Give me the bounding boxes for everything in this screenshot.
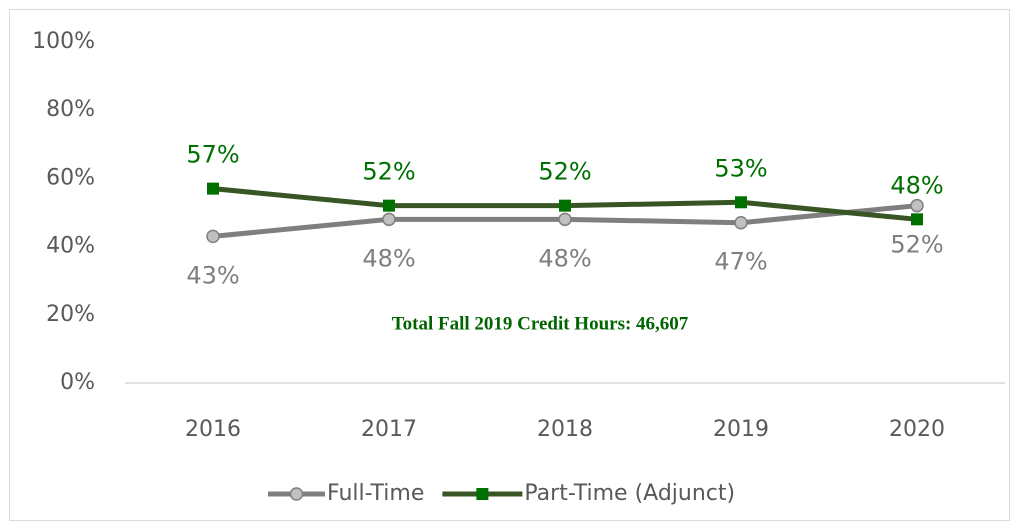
y-tick-label: 100%	[32, 29, 95, 54]
data-label: 52%	[538, 158, 591, 186]
data-label: 52%	[890, 231, 943, 259]
x-tick-label: 2016	[185, 417, 241, 442]
data-label: 48%	[890, 171, 943, 199]
marker	[734, 215, 748, 230]
marker	[558, 212, 572, 227]
marker	[206, 229, 220, 244]
x-tick-label: 2019	[713, 417, 769, 442]
marker	[559, 199, 571, 212]
legend-marker	[289, 487, 304, 501]
data-label: 43%	[186, 261, 239, 289]
legend-label: Full-Time	[327, 481, 424, 506]
data-label: 48%	[538, 244, 591, 272]
x-tick-label: 2018	[537, 417, 593, 442]
y-tick-label: 40%	[46, 234, 95, 259]
marker	[207, 182, 219, 195]
data-label: 52%	[362, 158, 415, 186]
legend-marker	[476, 488, 489, 500]
data-label: 47%	[714, 248, 767, 276]
x-tick-label: 2020	[889, 417, 945, 442]
marker	[910, 198, 924, 213]
data-label: 48%	[362, 244, 415, 272]
marker	[911, 213, 923, 226]
marker	[382, 212, 396, 227]
marker	[383, 199, 395, 212]
legend-label: Part-Time (Adjunct)	[524, 481, 735, 506]
y-tick-label: 0%	[60, 370, 95, 395]
data-label: 57%	[186, 141, 239, 169]
y-tick-label: 20%	[46, 302, 95, 327]
x-tick-label: 2017	[361, 417, 417, 442]
y-tick-label: 80%	[46, 97, 95, 122]
y-tick-label: 60%	[46, 165, 95, 190]
data-label: 53%	[714, 154, 767, 182]
annotation: Total Fall 2019 Credit Hours: 46,607	[392, 313, 689, 334]
marker	[735, 196, 747, 209]
chart-border	[9, 9, 1010, 521]
